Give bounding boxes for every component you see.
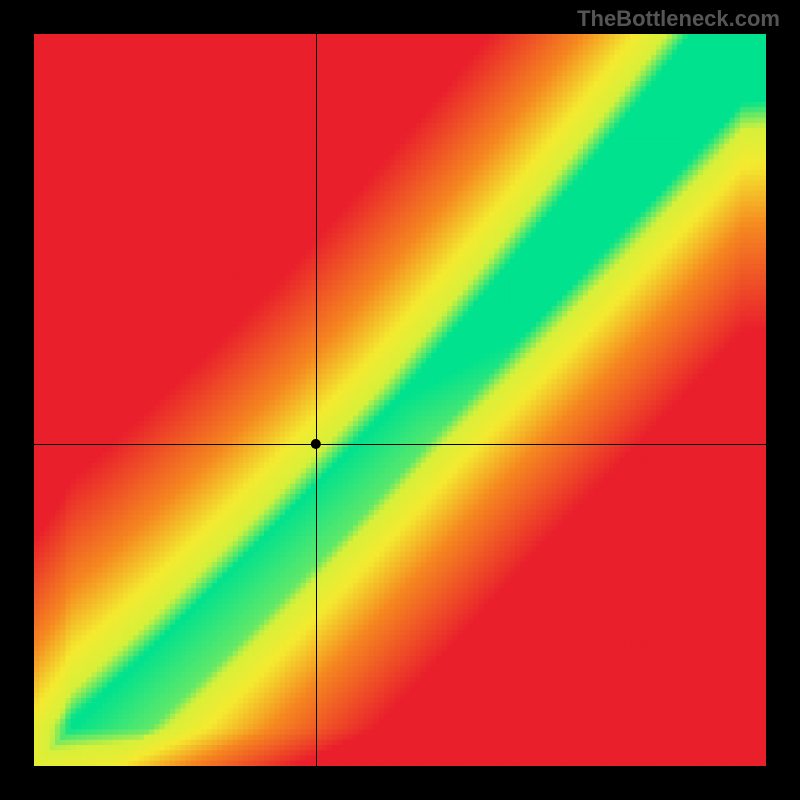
watermark-text: TheBottleneck.com [577, 6, 780, 32]
chart-container: TheBottleneck.com [0, 0, 800, 800]
crosshair-overlay [34, 34, 766, 766]
plot-area [34, 34, 766, 766]
